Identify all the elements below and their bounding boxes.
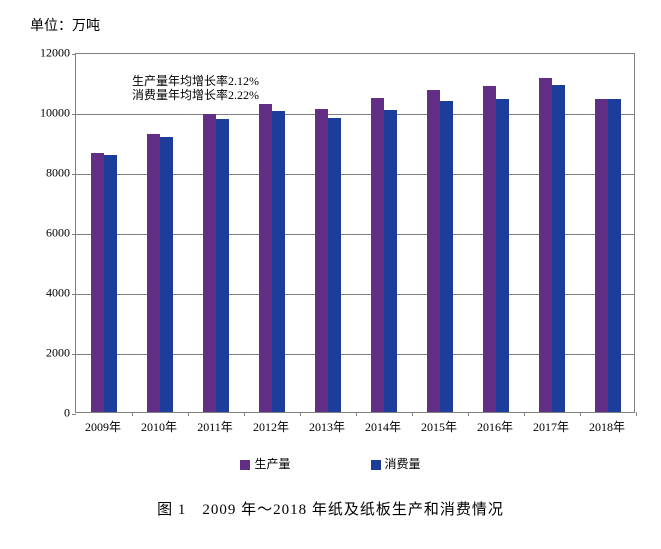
bar <box>147 134 160 412</box>
x-tick-mark <box>636 412 637 416</box>
y-tick-label: 8000 <box>25 166 70 181</box>
x-tick-label: 2012年 <box>253 418 289 435</box>
bar <box>552 85 565 412</box>
plot-area: 生产量年均增长率2.12%消费量年均增长率2.22% <box>75 53 635 413</box>
bar <box>259 104 272 412</box>
x-tick-label: 2017年 <box>533 418 569 435</box>
x-tick-mark <box>412 412 413 416</box>
figure-caption: 图 1 2009 年～2018 年纸及纸板生产和消费情况 <box>15 498 646 519</box>
y-tick-label: 2000 <box>25 346 70 361</box>
bar <box>440 101 453 412</box>
y-tick-mark <box>72 114 76 115</box>
legend-item: 消费量 <box>371 455 421 472</box>
bar <box>384 110 397 412</box>
bar <box>315 109 328 412</box>
y-tick-mark <box>72 414 76 415</box>
x-tick-mark <box>132 412 133 416</box>
y-tick-mark <box>72 354 76 355</box>
x-tick-mark <box>356 412 357 416</box>
x-tick-mark <box>524 412 525 416</box>
y-tick-mark <box>72 234 76 235</box>
legend-label: 生产量 <box>254 457 290 471</box>
chart-container: 生产量年均增长率2.12%消费量年均增长率2.22% 0 2000 4000 6000… <box>25 43 645 443</box>
y-tick-mark <box>72 54 76 55</box>
bar <box>595 99 608 412</box>
bar <box>608 99 621 412</box>
x-tick-label: 2015年 <box>421 418 457 435</box>
bar <box>160 137 173 412</box>
unit-label: 单位：万吨 <box>15 15 646 35</box>
legend-label: 消费量 <box>385 457 421 471</box>
x-tick-label: 2016年 <box>477 418 513 435</box>
bar <box>91 153 104 413</box>
x-tick-label: 2009年 <box>85 418 121 435</box>
x-tick-mark <box>468 412 469 416</box>
y-tick-label: 0 <box>25 406 70 421</box>
x-tick-mark <box>300 412 301 416</box>
chart-annotation: 消费量年均增长率2.22% <box>132 86 259 103</box>
x-tick-label: 2014年 <box>365 418 401 435</box>
x-tick-mark <box>244 412 245 416</box>
legend-swatch <box>371 460 381 470</box>
y-tick-label: 6000 <box>25 226 70 241</box>
bar <box>328 118 341 412</box>
y-tick-label: 12000 <box>25 46 70 61</box>
legend-item: 生产量 <box>240 455 290 472</box>
x-tick-label: 2010年 <box>141 418 177 435</box>
bar <box>496 99 509 412</box>
bar <box>104 155 117 412</box>
bar <box>203 114 216 413</box>
y-tick-label: 10000 <box>25 106 70 121</box>
legend: 生产量 消费量 <box>15 455 646 473</box>
bar <box>483 86 496 412</box>
bar <box>539 78 552 412</box>
y-tick-label: 4000 <box>25 286 70 301</box>
bar <box>272 111 285 413</box>
bar <box>216 119 229 412</box>
x-tick-label: 2011年 <box>197 418 233 435</box>
y-tick-mark <box>72 174 76 175</box>
x-tick-label: 2018年 <box>589 418 625 435</box>
bar <box>371 98 384 412</box>
x-tick-label: 2013年 <box>309 418 345 435</box>
x-tick-mark <box>188 412 189 416</box>
legend-swatch <box>240 460 250 470</box>
y-tick-mark <box>72 294 76 295</box>
x-tick-mark <box>580 412 581 416</box>
bar <box>427 90 440 412</box>
